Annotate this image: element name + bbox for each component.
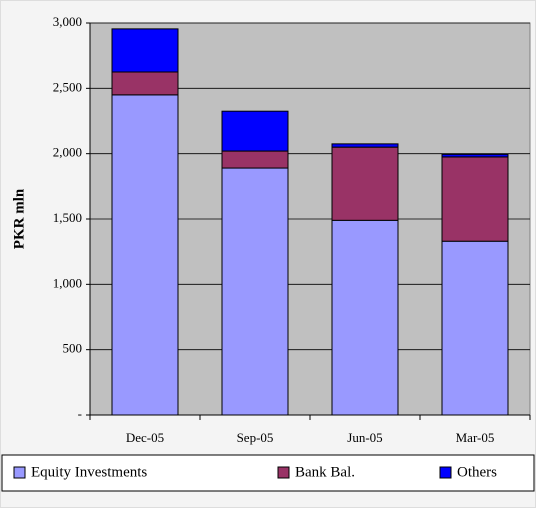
bar-segment	[331, 219, 399, 416]
legend-swatch	[13, 466, 26, 479]
y-tick-label: 500	[63, 341, 83, 356]
legend-label: Others	[457, 464, 497, 480]
bar-segment	[441, 156, 509, 242]
legend-label: Equity Investments	[31, 464, 147, 480]
bar-segment	[331, 143, 399, 148]
bar-segment	[221, 150, 289, 169]
x-tick-label: Jun-05	[347, 430, 382, 445]
bar-segment	[221, 110, 289, 152]
bar-segment	[111, 71, 179, 96]
bar-segment	[441, 153, 509, 158]
y-tick-label: 1,500	[53, 210, 82, 225]
bar-segment	[331, 146, 399, 221]
x-tick-label: Sep-05	[237, 430, 274, 445]
bar-segment	[441, 240, 509, 416]
bar-segment	[111, 28, 179, 73]
legend-swatch	[277, 466, 290, 479]
y-tick-label: 1,000	[53, 275, 82, 290]
x-tick-label: Dec-05	[126, 430, 164, 445]
y-axis-label: PKR mln	[11, 188, 27, 249]
y-tick-label: 3,000	[53, 14, 82, 29]
y-tick-label: 2,500	[53, 79, 82, 94]
bar-segment	[111, 94, 179, 416]
bar-segment	[221, 167, 289, 416]
y-tick-label: -	[78, 406, 82, 421]
legend-label: Bank Bal.	[295, 464, 355, 480]
legend-swatch	[439, 466, 452, 479]
x-tick-label: Mar-05	[456, 430, 495, 445]
y-tick-label: 2,000	[53, 145, 82, 160]
